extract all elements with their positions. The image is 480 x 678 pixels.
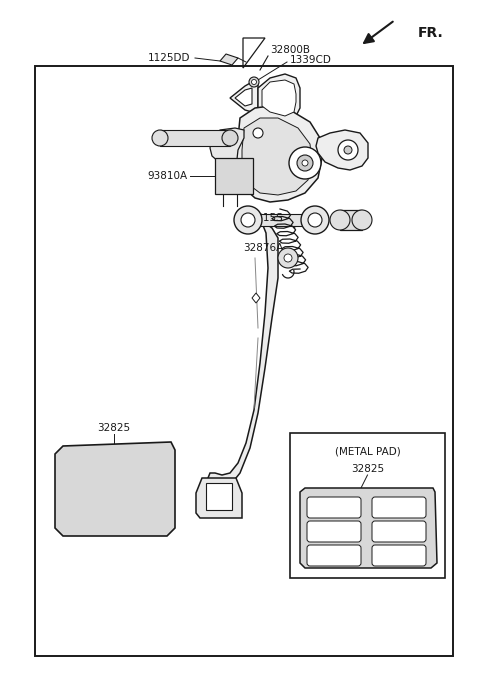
Circle shape [222,130,238,146]
Circle shape [234,206,262,234]
Polygon shape [316,130,368,170]
Text: 32825: 32825 [351,464,384,474]
FancyBboxPatch shape [307,521,361,542]
FancyBboxPatch shape [372,545,426,566]
Polygon shape [242,118,312,195]
Circle shape [278,248,298,268]
Polygon shape [252,293,260,303]
Polygon shape [208,223,278,486]
FancyBboxPatch shape [307,545,361,566]
Circle shape [338,140,358,160]
FancyBboxPatch shape [372,497,426,518]
Polygon shape [230,82,258,112]
Text: 32800B: 32800B [270,45,310,55]
Text: 1339CD: 1339CD [290,55,332,65]
Text: 1125DD: 1125DD [147,53,190,63]
Polygon shape [262,80,296,116]
Polygon shape [220,54,238,65]
Polygon shape [248,214,315,226]
Polygon shape [160,130,230,146]
Polygon shape [340,210,362,230]
Circle shape [241,213,255,227]
Text: 32815S: 32815S [243,213,283,223]
Circle shape [308,213,322,227]
Circle shape [352,210,372,230]
Circle shape [330,210,350,230]
Polygon shape [258,74,300,120]
Circle shape [253,128,263,138]
Circle shape [297,155,313,171]
Bar [35,66,453,656]
Circle shape [152,130,168,146]
Circle shape [302,160,308,166]
Polygon shape [235,88,252,106]
Circle shape [252,79,256,85]
Text: 93810A: 93810A [148,171,188,181]
Polygon shape [215,158,253,194]
Circle shape [289,147,321,179]
Polygon shape [236,106,322,202]
Polygon shape [206,483,232,510]
Text: FR.: FR. [418,26,444,40]
Circle shape [344,146,352,154]
Text: (METAL PAD): (METAL PAD) [335,446,400,456]
Bar [290,433,445,578]
Polygon shape [196,478,242,518]
Polygon shape [210,128,244,168]
FancyBboxPatch shape [307,497,361,518]
Polygon shape [300,488,437,568]
Polygon shape [55,442,175,536]
Circle shape [249,77,259,87]
Text: 32825: 32825 [97,423,131,433]
FancyBboxPatch shape [372,521,426,542]
Circle shape [284,254,292,262]
Circle shape [301,206,329,234]
Text: 32876A: 32876A [243,243,283,253]
